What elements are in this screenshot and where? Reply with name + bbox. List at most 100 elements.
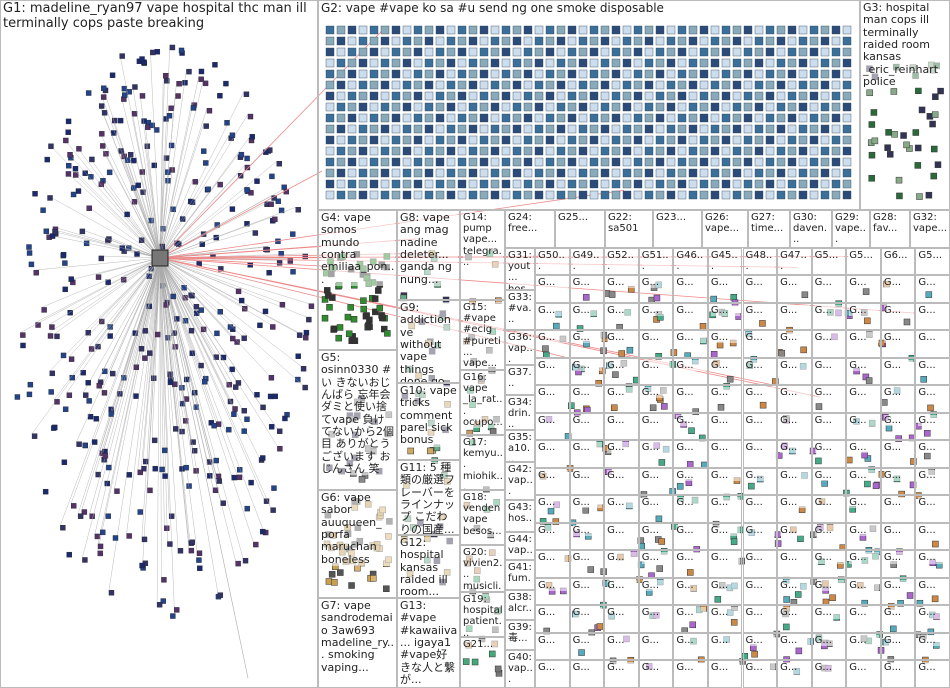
node-icon xyxy=(402,80,412,90)
group-label: G... xyxy=(745,579,776,592)
node-icon xyxy=(167,379,174,386)
node-icon xyxy=(108,590,115,596)
group-box: G... xyxy=(707,357,743,386)
node-icon xyxy=(369,25,379,35)
group-box: G... xyxy=(604,660,639,688)
group-label: G... xyxy=(883,579,914,592)
node-icon xyxy=(267,393,274,400)
group-box: G... xyxy=(777,440,812,468)
edge xyxy=(159,257,242,409)
edge xyxy=(101,110,161,259)
edge xyxy=(79,228,161,259)
node-icon xyxy=(177,548,184,554)
node-icon xyxy=(302,384,308,391)
node-icon xyxy=(49,370,56,377)
group-label: G... xyxy=(849,524,879,536)
node-icon xyxy=(67,309,73,316)
node-icon xyxy=(105,513,111,519)
node-icon xyxy=(168,142,175,149)
group-box: G... xyxy=(569,357,605,386)
group-label: G... xyxy=(676,304,706,316)
edge xyxy=(53,231,161,259)
node-icon xyxy=(139,562,145,569)
group-label: G... xyxy=(641,552,672,564)
node-icon xyxy=(98,181,105,187)
group-label: G... xyxy=(849,469,879,481)
edge xyxy=(159,257,214,488)
group-box: G... xyxy=(535,577,570,606)
group-label: G... xyxy=(780,414,810,426)
group-label: G... xyxy=(538,277,568,289)
edge xyxy=(98,255,161,259)
group-box: G2: vape #vape ko sa #u send ng one smok… xyxy=(318,0,860,210)
node-icon xyxy=(336,113,346,123)
group-box: G... xyxy=(846,495,881,523)
node-icon xyxy=(534,113,544,123)
node-icon xyxy=(295,376,301,383)
edge xyxy=(159,257,219,593)
node-icon xyxy=(26,391,33,398)
group-box: G... xyxy=(604,632,639,661)
node-icon xyxy=(336,47,346,57)
group-box: G51... xyxy=(638,248,674,275)
group-box: G22: sa501 xyxy=(605,210,653,248)
node-icon xyxy=(435,168,445,178)
node-icon xyxy=(490,113,500,123)
group-label: G10: vape tricks comment parel sick bonu… xyxy=(400,384,458,447)
node-icon xyxy=(424,69,434,79)
node-icon xyxy=(358,58,368,68)
node-icon xyxy=(132,84,138,90)
group-box: G37... xyxy=(505,365,535,395)
node-icon xyxy=(457,25,467,35)
group-box: G... xyxy=(535,605,570,633)
group-label: G5... xyxy=(814,250,845,262)
group-box: G44: vap... xyxy=(505,532,535,560)
node-icon xyxy=(413,135,423,145)
group-box: G... xyxy=(742,495,778,523)
group-label: G... xyxy=(849,304,879,316)
group-box: G... xyxy=(673,632,708,661)
node-icon xyxy=(347,25,357,35)
group-box: G... xyxy=(742,330,778,358)
node-icon xyxy=(198,68,205,75)
node-icon xyxy=(413,47,423,57)
node-icon xyxy=(247,113,254,120)
node-icon xyxy=(424,135,434,145)
node-icon xyxy=(270,507,276,513)
group-box: G... xyxy=(846,357,881,386)
node-icon xyxy=(391,102,401,112)
group-box: G... xyxy=(673,495,708,523)
group-label: G48... xyxy=(745,250,776,273)
node-icon xyxy=(325,47,335,57)
node-icon xyxy=(413,124,423,134)
node-icon xyxy=(380,157,390,167)
group-box: G... xyxy=(880,660,916,688)
group-label: G... xyxy=(572,469,603,481)
group-box: G... xyxy=(535,385,570,413)
group-box: G16: vape _la_rat... ocupo... xyxy=(460,370,505,435)
node-icon xyxy=(27,381,34,388)
node-icon xyxy=(358,25,368,35)
node-icon xyxy=(276,260,283,266)
node-icon xyxy=(523,91,533,101)
group-box: G... xyxy=(569,632,605,661)
edge xyxy=(154,257,161,333)
node-icon xyxy=(268,375,275,381)
group-label: G49... xyxy=(572,250,603,273)
group-label: G... xyxy=(572,442,603,454)
group-box: G... xyxy=(880,302,916,331)
node-icon xyxy=(446,36,456,46)
group-box: G46... xyxy=(673,248,708,275)
edge xyxy=(95,257,161,275)
node-icon xyxy=(391,124,401,134)
edge xyxy=(102,87,161,259)
node-icon xyxy=(170,613,176,619)
group-label: G... xyxy=(607,414,637,426)
group-box: G... xyxy=(638,467,674,496)
node-icon xyxy=(259,528,266,535)
node-icon xyxy=(196,550,203,556)
group-box: G35: a10... xyxy=(505,430,535,462)
node-icon xyxy=(124,157,131,163)
group-label: G... xyxy=(572,304,603,316)
group-label: G... xyxy=(641,662,672,674)
